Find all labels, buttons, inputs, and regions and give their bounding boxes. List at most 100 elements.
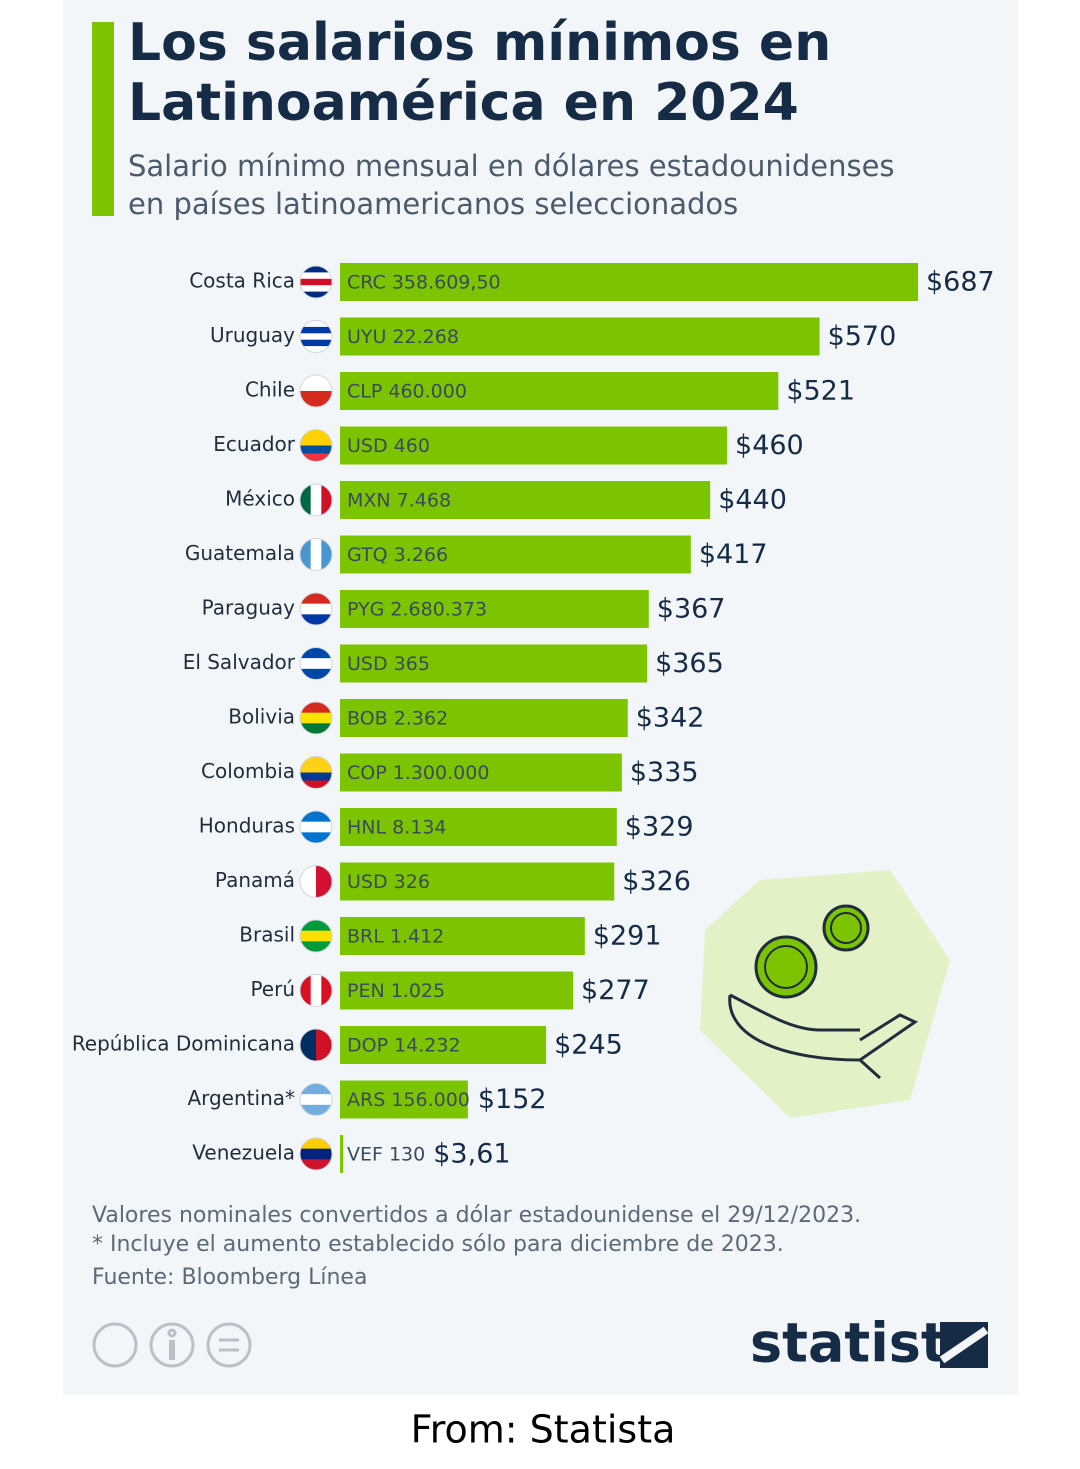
flag-stripe bbox=[300, 723, 332, 734]
flag-stripe bbox=[300, 266, 332, 273]
flag-stripe bbox=[300, 333, 332, 341]
flag-stripe bbox=[300, 702, 332, 714]
bar bbox=[340, 699, 628, 737]
flag-stripe bbox=[300, 603, 332, 615]
flag-stripe bbox=[300, 375, 332, 392]
flag-stripe bbox=[300, 668, 332, 680]
flag-stripe bbox=[300, 1029, 317, 1061]
bar bbox=[340, 1026, 547, 1064]
value-label: $521 bbox=[786, 376, 855, 407]
bar bbox=[340, 1080, 468, 1119]
value-label: $367 bbox=[657, 594, 726, 625]
flag-outline bbox=[299, 647, 333, 680]
flag-stripe bbox=[300, 437, 332, 446]
chart-title: Los salarios mínimos en bbox=[128, 13, 831, 73]
flag bbox=[300, 865, 332, 898]
flag-stripe bbox=[300, 1094, 332, 1106]
flag-outline bbox=[299, 919, 333, 953]
flag-stripe bbox=[300, 326, 332, 334]
flag-stripe bbox=[321, 538, 332, 571]
flag-stripe bbox=[300, 1104, 332, 1116]
y-tick-label: Perú bbox=[250, 977, 295, 1001]
chart-subtitle: Salario mínimo mensual en dólares estado… bbox=[128, 149, 895, 183]
bar-inner-label: PYG 2.680.373 bbox=[347, 599, 487, 621]
flag-stripe bbox=[310, 538, 322, 571]
flag-stripe bbox=[300, 291, 332, 298]
bar-inner-label: PEN 1.025 bbox=[347, 980, 445, 1002]
bar bbox=[340, 971, 574, 1010]
nd-icon bbox=[206, 1322, 252, 1368]
chart-subtitle: en países latinoamericanos seleccionados bbox=[128, 187, 738, 221]
flag-stripe bbox=[300, 941, 332, 952]
flag-outline bbox=[299, 320, 333, 353]
illustration bbox=[700, 870, 950, 1118]
flag-stripe bbox=[300, 811, 332, 823]
value-label: $417 bbox=[699, 539, 768, 570]
y-tick-label: Uruguay bbox=[210, 323, 295, 347]
value-label: $152 bbox=[478, 1084, 547, 1115]
flag-stripe bbox=[300, 772, 332, 781]
y-tick-label: Chile bbox=[245, 378, 295, 402]
bar-inner-label: BOB 2.362 bbox=[347, 708, 448, 730]
bar bbox=[340, 590, 649, 628]
y-tick-label: Honduras bbox=[199, 814, 295, 838]
bar-inner-label: CRC 358.609,50 bbox=[347, 272, 501, 294]
flag bbox=[300, 1029, 332, 1061]
cc-icon bbox=[92, 1322, 138, 1368]
y-tick-label: Guatemala bbox=[185, 541, 295, 565]
license-icons bbox=[92, 1322, 252, 1368]
bar-inner-label: MXN 7.468 bbox=[347, 490, 451, 512]
flag-stripe bbox=[316, 1029, 332, 1061]
flag bbox=[300, 974, 332, 1007]
flag-stripe bbox=[300, 346, 332, 353]
brand-icon bbox=[939, 1322, 989, 1368]
hand bbox=[728, 993, 919, 1080]
illustration-bg bbox=[700, 870, 950, 1118]
flag-stripe bbox=[300, 712, 332, 724]
y-tick-label: República Dominicana bbox=[72, 1032, 295, 1056]
flag-stripe bbox=[300, 614, 332, 625]
bar bbox=[340, 917, 585, 955]
flag-outline bbox=[299, 374, 333, 408]
y-tick-label: Brasil bbox=[239, 923, 295, 947]
flag-stripe bbox=[300, 1083, 332, 1095]
bar bbox=[340, 862, 615, 901]
coin bbox=[830, 912, 862, 944]
flag-stripe bbox=[316, 865, 332, 898]
bar bbox=[340, 644, 648, 683]
bar-inner-label: BRL 1.412 bbox=[347, 926, 444, 948]
y-tick-label: Colombia bbox=[201, 759, 295, 783]
flag-outline bbox=[299, 1137, 333, 1171]
chart-title: Latinoamérica en 2024 bbox=[128, 73, 799, 133]
flag-stripe bbox=[300, 832, 332, 843]
flag-stripe bbox=[300, 453, 332, 462]
flag-stripe bbox=[310, 484, 322, 516]
flag bbox=[300, 593, 332, 625]
flag-outline bbox=[299, 429, 333, 462]
value-label: $342 bbox=[636, 703, 705, 734]
by-icon bbox=[149, 1322, 195, 1368]
flag-stripe bbox=[300, 429, 332, 438]
flag bbox=[300, 647, 332, 680]
flag-stripe bbox=[300, 445, 332, 454]
y-tick-label: Argentina* bbox=[187, 1086, 295, 1110]
flag-stripe bbox=[300, 285, 332, 293]
flag-stripe bbox=[300, 1148, 332, 1160]
flag-stripe bbox=[321, 974, 332, 1007]
bar-inner-label: HNL 8.134 bbox=[347, 817, 447, 839]
flag-stripe bbox=[300, 974, 312, 1007]
flag-stripe bbox=[321, 484, 332, 516]
value-label: $329 bbox=[625, 812, 694, 843]
y-tick-label: Panamá bbox=[215, 868, 295, 892]
flag-outline bbox=[299, 865, 333, 898]
flag-stripe bbox=[300, 391, 332, 407]
flag bbox=[300, 811, 332, 843]
flag-stripe bbox=[300, 647, 332, 659]
flag-outline bbox=[299, 538, 333, 571]
value-label: $277 bbox=[581, 975, 650, 1006]
value-label: $687 bbox=[926, 267, 995, 298]
value-label: $365 bbox=[655, 648, 724, 679]
flag-stripe bbox=[300, 339, 332, 347]
flag bbox=[300, 1138, 332, 1170]
